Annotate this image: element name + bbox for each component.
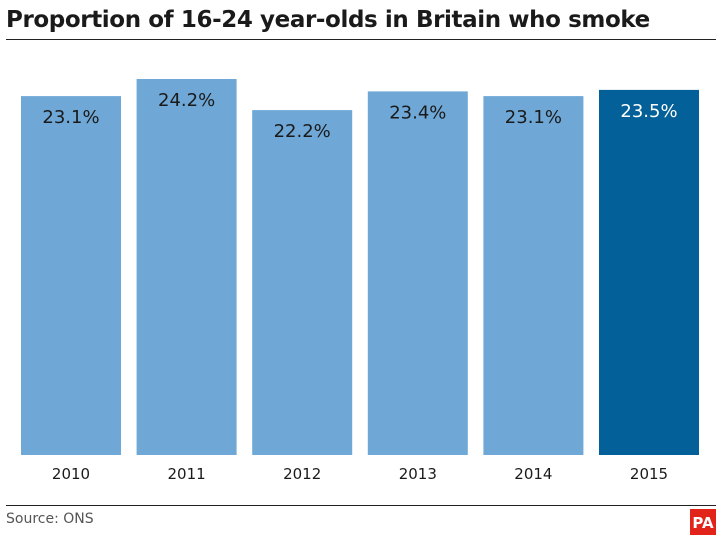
bar-value-labels: 23.1% 24.2% 22.2% 23.4% 23.1% 23.5% [42,90,677,142]
bar-2012 [252,110,353,455]
bar-2010 [21,96,121,455]
x-tick-label-2013: 2013 [399,465,437,483]
bar-2013 [367,91,468,456]
chart-title: Proportion of 16-24 year-olds in Britain… [6,7,650,33]
x-tick-label-2011: 2011 [168,465,206,483]
bar-2015 [599,89,699,456]
x-tick-label-2010: 2010 [52,465,90,483]
source-note: Source: ONS [6,511,94,527]
bar-2014 [483,96,584,455]
bar-value-label-2013: 23.4% [389,102,446,123]
bars-group [21,79,699,456]
footer-divider [6,505,716,506]
bar-value-label-2015: 23.5% [620,101,677,122]
x-tick-label-2012: 2012 [283,465,321,483]
bar-value-label-2014: 23.1% [505,107,562,128]
title-divider [6,39,716,40]
bar-value-label-2011: 24.2% [158,90,215,111]
pa-logo: PA [690,509,716,535]
bar-2011 [136,79,237,455]
pa-logo-background [690,509,716,535]
x-tick-label-2014: 2014 [514,465,552,483]
bar-chart: 23.1%24.2%22.2%23.4% 23.1% 23.5% 2010 2011 2… [21,79,699,483]
bar-value-label-2010: 23.1% [42,107,99,128]
bar-value-label-2012: 22.2% [274,121,331,142]
x-tick-label-2015: 2015 [630,465,668,483]
pa-logo-text: PA [692,514,714,532]
x-axis-tick-labels: 2010 2011 2012 2013 2014 2015 [52,465,668,483]
